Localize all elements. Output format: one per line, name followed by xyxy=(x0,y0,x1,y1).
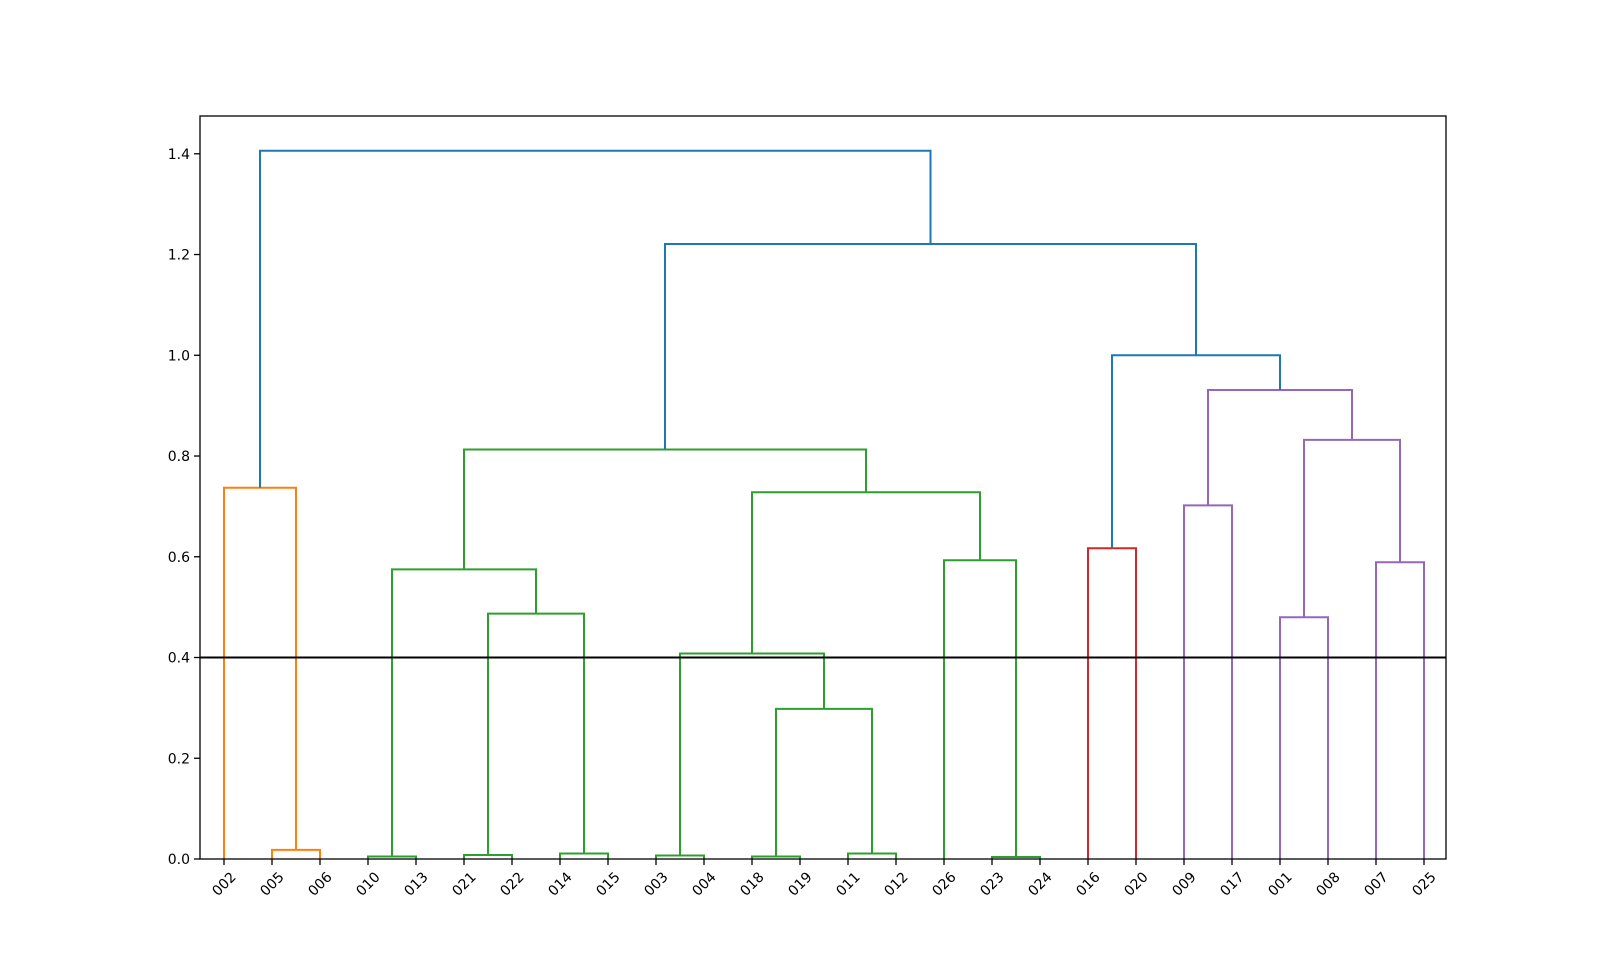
leaf-label: 008 xyxy=(1313,869,1343,899)
link-m24 xyxy=(664,242,1197,450)
link-m15 xyxy=(751,491,981,654)
link-m17 xyxy=(1087,547,1137,859)
leaf-label: 015 xyxy=(593,869,623,899)
link-m25 xyxy=(259,149,932,488)
plot-frame xyxy=(199,115,1447,860)
leaf-label: 002 xyxy=(209,869,239,899)
leaf-label: 010 xyxy=(353,869,383,899)
link-m6 xyxy=(487,612,585,855)
link-m10 xyxy=(847,852,897,859)
link-m8 xyxy=(655,854,705,859)
leaf-label: 009 xyxy=(1169,869,1199,899)
link-m19 xyxy=(1279,616,1329,859)
y-tick-label: 0.6 xyxy=(168,550,190,566)
leaf-label: 026 xyxy=(929,869,959,899)
link-m21 xyxy=(1303,438,1401,618)
link-m7 xyxy=(391,568,537,857)
leaf-label: 014 xyxy=(545,869,575,899)
leaf-label: 013 xyxy=(401,869,431,899)
link-m1 xyxy=(271,848,321,859)
link-m5 xyxy=(559,852,609,859)
link-m14 xyxy=(943,559,1017,859)
leaf-label: 007 xyxy=(1361,869,1391,899)
leaf-label: 003 xyxy=(641,869,671,899)
leaf-label: 006 xyxy=(305,869,335,899)
link-m16 xyxy=(463,448,867,570)
leaf-label: 018 xyxy=(737,869,767,899)
link-m2 xyxy=(223,486,297,859)
leaf-label: 019 xyxy=(785,869,815,899)
y-tick-label: 1.0 xyxy=(168,348,190,364)
leaf-label: 011 xyxy=(833,869,863,899)
leaf-label: 022 xyxy=(497,869,527,899)
y-tick-label: 0.2 xyxy=(168,751,190,767)
leaf-label: 023 xyxy=(977,869,1007,899)
y-tick-label: 0.4 xyxy=(168,651,190,667)
leaf-label: 016 xyxy=(1073,869,1103,899)
dendrogram-links xyxy=(223,149,1425,859)
leaf-label: 012 xyxy=(881,869,911,899)
link-m23 xyxy=(1111,354,1281,549)
y-tick-label: 1.4 xyxy=(168,147,190,163)
leaf-label: 025 xyxy=(1409,869,1439,899)
link-m11 xyxy=(775,707,873,857)
link-m18 xyxy=(1183,504,1233,859)
link-m22 xyxy=(1207,389,1353,506)
leaf-label: 024 xyxy=(1025,869,1055,899)
leaf-label: 017 xyxy=(1217,869,1247,899)
x-axis: 002 005 006 010 013 021 022 014 015 003 004 018 019 0… xyxy=(209,859,1440,900)
y-tick-label: 0.0 xyxy=(168,852,190,868)
y-axis: 0.0 0.2 0.4 0.6 0.8 1.0 1.2 1.4 xyxy=(168,147,200,868)
leaf-label: 005 xyxy=(257,869,287,899)
y-tick-label: 0.8 xyxy=(168,449,190,465)
leaf-label: 001 xyxy=(1265,869,1295,899)
leaf-label: 004 xyxy=(689,869,719,899)
leaf-label: 021 xyxy=(449,869,479,899)
y-tick-label: 1.2 xyxy=(168,248,190,264)
link-m12 xyxy=(679,652,825,856)
leaf-label: 020 xyxy=(1121,869,1151,899)
link-m20 xyxy=(1375,561,1425,859)
